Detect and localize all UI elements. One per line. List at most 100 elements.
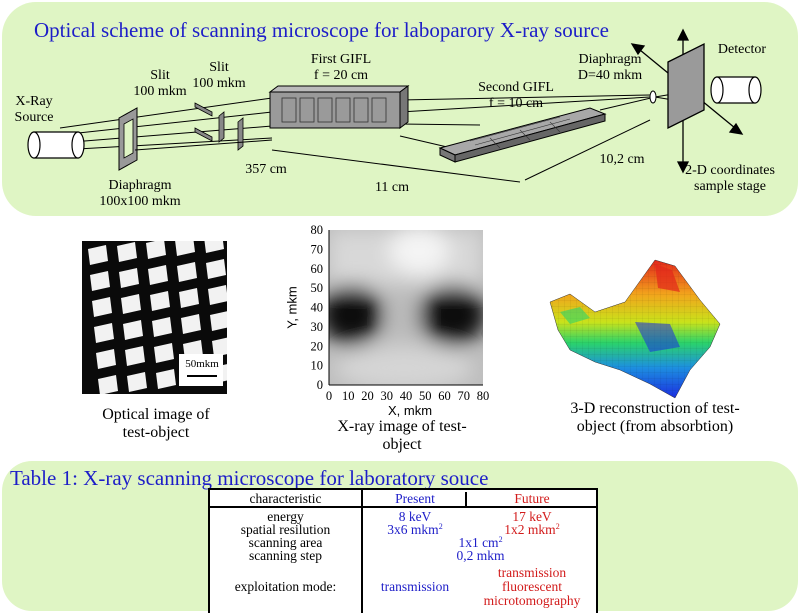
xray-xtick-label: 30 bbox=[381, 389, 394, 403]
mesh-cell bbox=[212, 337, 227, 357]
diaphragm-small-icon bbox=[649, 90, 657, 104]
mesh-cell bbox=[156, 369, 176, 389]
xray-source-icon bbox=[27, 131, 85, 159]
header-present: Present bbox=[395, 491, 435, 506]
xray-ytick-label: 50 bbox=[311, 281, 324, 295]
mesh-cell bbox=[179, 288, 199, 308]
xray-ylabel: Y, mkm bbox=[284, 286, 300, 329]
second-gifl-label: Second GIFL f = 10 cm bbox=[478, 80, 554, 111]
mesh-cell bbox=[210, 311, 227, 331]
xray-axes: 80 70 60 50 40 30 20 10 0 0 10 20 30 40 50 60 70 80 bbox=[311, 223, 490, 403]
row-energy-name: energy bbox=[267, 509, 304, 524]
optical-image: 50mkm bbox=[82, 241, 227, 394]
mesh-cell bbox=[127, 372, 147, 392]
row-mode-future-3: microtomography bbox=[483, 593, 581, 608]
detector-label: Detector bbox=[717, 42, 767, 57]
row-area-name: scanning area bbox=[248, 535, 323, 550]
xray-xtick-label: 60 bbox=[438, 389, 451, 403]
xray-xtick-label: 10 bbox=[342, 389, 355, 403]
mesh-cell bbox=[150, 291, 170, 311]
mesh-cell bbox=[152, 317, 172, 337]
mesh-cell bbox=[204, 241, 224, 253]
mesh-cell bbox=[177, 262, 197, 282]
optical-scheme-diagram bbox=[27, 28, 762, 183]
row-step-value: 0,2 mkm bbox=[456, 548, 505, 563]
mesh-cell bbox=[208, 285, 227, 305]
xray-caption: X-ray image of test-object bbox=[337, 418, 467, 453]
xray-xtick-label: 80 bbox=[477, 389, 490, 403]
table-title: Table 1: X-ray scanning microscope for l… bbox=[10, 466, 489, 490]
mesh-cell bbox=[121, 294, 141, 314]
row-resolution-future: 1x2 mkm2 bbox=[504, 522, 560, 537]
mesh-cell bbox=[119, 268, 139, 288]
xray-xtick-label: 70 bbox=[458, 389, 471, 403]
xray-xtick-label: 0 bbox=[326, 389, 332, 403]
mesh-cell bbox=[88, 245, 108, 265]
detector-icon bbox=[710, 76, 762, 104]
distance-arrows bbox=[134, 119, 651, 183]
mesh-cell bbox=[90, 271, 110, 291]
header-divider bbox=[465, 492, 467, 506]
reconstruction-caption: 3-D reconstruction of test-object (from … bbox=[570, 400, 740, 435]
mesh-cell bbox=[98, 375, 118, 394]
xray-ytick-label: 70 bbox=[311, 242, 324, 256]
row-mode-name: exploitation mode: bbox=[234, 579, 337, 594]
slit2-label: Slit 100 mkm bbox=[192, 60, 246, 91]
row-resolution-present: 3x6 mkm2 bbox=[387, 522, 443, 537]
mesh-cell bbox=[175, 241, 195, 256]
distance-11-label: 11 cm bbox=[374, 180, 410, 195]
xray-xtick-label: 20 bbox=[361, 389, 374, 403]
mesh-cell bbox=[94, 323, 114, 343]
xray-ytick-label: 20 bbox=[311, 339, 324, 353]
first-gifl-label: First GIFL f = 20 cm bbox=[310, 52, 372, 83]
sample-stage-icon bbox=[630, 28, 744, 174]
xray-xlabel: X, mkm bbox=[387, 403, 433, 418]
xray-xtick-label: 50 bbox=[419, 389, 432, 403]
xray-source-label: X-Ray Source bbox=[14, 94, 54, 125]
mesh-cell bbox=[117, 242, 137, 262]
xray-ytick-label: 0 bbox=[317, 378, 323, 392]
mesh-pattern bbox=[82, 241, 227, 394]
slit1-label: Slit 100 mkm bbox=[133, 68, 187, 99]
second-gifl-icon bbox=[438, 107, 607, 163]
xray-image bbox=[329, 230, 483, 385]
mesh-cell bbox=[206, 259, 226, 279]
distance-10-label: 10,2 cm bbox=[599, 152, 645, 167]
distance-357-label: 357 cm bbox=[245, 162, 287, 177]
row-step-name: scanning step bbox=[248, 548, 323, 563]
row-energy-present: 8 keV bbox=[398, 509, 432, 524]
xray-ytick-label: 40 bbox=[311, 301, 324, 315]
optical-caption: Optical image of test-object bbox=[102, 406, 210, 441]
mesh-cell bbox=[125, 346, 145, 366]
diaphragm-top-label: Diaphragm D=40 mkm bbox=[577, 52, 643, 83]
mesh-cell bbox=[154, 343, 174, 363]
table-divider bbox=[361, 488, 363, 613]
xray-heatmap bbox=[329, 230, 483, 385]
xray-ytick-label: 80 bbox=[311, 223, 324, 237]
row-mode-future-1: transmission bbox=[497, 565, 567, 580]
scale-bar bbox=[187, 375, 217, 377]
specs-table: characteristic Present Future energy 8 k… bbox=[208, 488, 598, 613]
row-energy-future: 17 keV bbox=[512, 509, 552, 524]
row-mode-present: transmission bbox=[380, 579, 450, 594]
xray-ytick-label: 10 bbox=[311, 359, 324, 373]
header-future: Future bbox=[514, 491, 550, 506]
row-resolution-name: spatial resilution bbox=[240, 522, 331, 537]
scheme-title: Optical scheme of scanning microscope fo… bbox=[34, 18, 609, 42]
scale-bar-label: 50mkm bbox=[185, 358, 219, 370]
row-mode-future-2: fluorescent bbox=[502, 579, 562, 594]
xray-xtick-label: 40 bbox=[400, 389, 413, 403]
mesh-cell bbox=[146, 241, 166, 259]
mesh-cell bbox=[96, 349, 116, 369]
mesh-cell bbox=[181, 314, 201, 334]
mesh-cell bbox=[92, 297, 112, 317]
xray-ytick-label: 30 bbox=[311, 320, 324, 334]
header-underline bbox=[210, 506, 596, 508]
diaphragm-bottom-label: Diaphragm 100x100 mkm bbox=[99, 178, 181, 209]
mesh-cell bbox=[148, 265, 168, 285]
reconstruction-3d-plot bbox=[549, 259, 721, 399]
xray-ytick-label: 60 bbox=[311, 262, 324, 276]
mesh-cell bbox=[123, 320, 143, 340]
first-gifl-icon bbox=[268, 85, 410, 129]
header-characteristic: characteristic bbox=[249, 491, 322, 506]
